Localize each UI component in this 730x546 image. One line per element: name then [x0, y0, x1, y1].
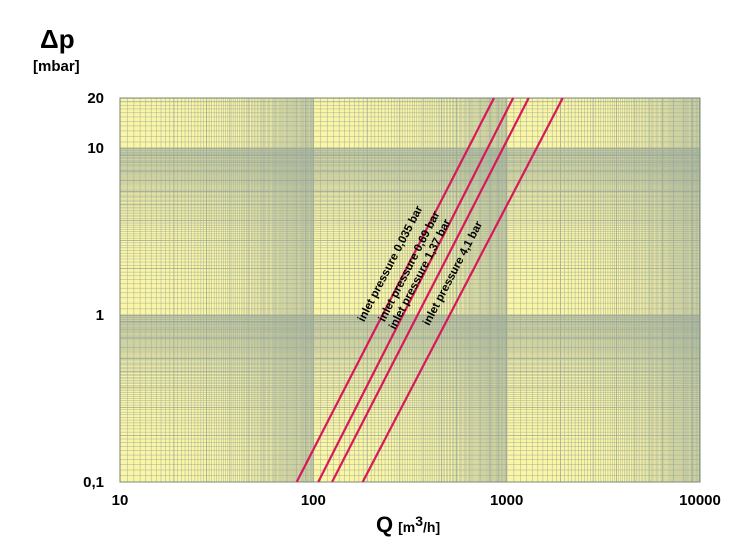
series-line — [317, 97, 515, 483]
series-lines — [295, 97, 564, 483]
x-axis-unit-suffix: /h] — [423, 519, 440, 535]
x-tick-label: 1000 — [490, 492, 523, 509]
y-tick-label: 0,1 — [83, 474, 104, 491]
x-tick-label: 10 — [112, 492, 129, 509]
y-tick-label: 1 — [96, 307, 104, 324]
series-line — [331, 97, 530, 483]
x-axis-title: Q [m3/h] — [376, 512, 440, 537]
x-tick-label: 10000 — [679, 492, 721, 509]
y-tick-labels: 0,1 1 10 20 — [83, 90, 104, 491]
y-tick-label: 10 — [87, 140, 104, 157]
plot-frame — [119, 97, 701, 483]
x-tick-label: 100 — [301, 492, 326, 509]
y-axis-title: Δp [mbar] — [33, 24, 80, 75]
series-line — [361, 97, 564, 483]
series-line — [295, 97, 495, 483]
grid — [119, 98, 700, 483]
y-tick-label: 20 — [87, 90, 104, 107]
y-axis-label: Δp — [40, 24, 75, 54]
x-axis-unit-sup: 3 — [415, 513, 423, 529]
y-axis-unit: [mbar] — [33, 58, 80, 75]
x-axis-unit-prefix: [m — [398, 519, 415, 535]
x-tick-labels: 10 100 1000 10000 — [112, 492, 721, 509]
x-axis-label: Q — [376, 512, 393, 537]
